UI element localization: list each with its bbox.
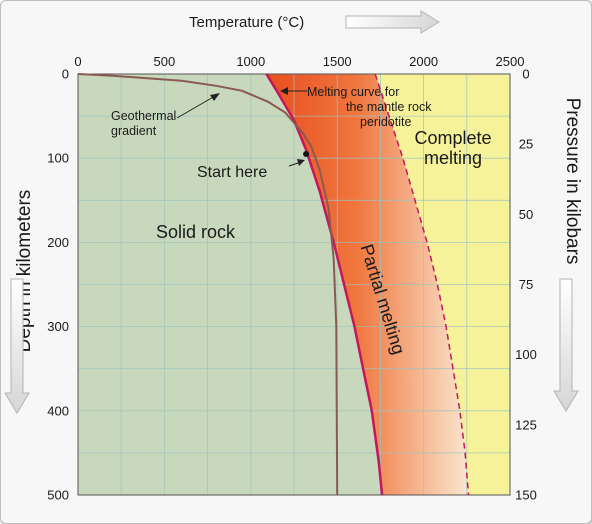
melting-curve-label: Melting curve for the mantle rock peridoti… xyxy=(307,85,432,129)
pressure-tick-label: 0 xyxy=(522,67,529,82)
geothermal-annotation: Geothermal gradient xyxy=(111,93,220,138)
depth-tick-label: 500 xyxy=(47,488,69,503)
x-axis-title: Temperature (°C) xyxy=(189,14,304,31)
right-axis-title: Pressure in kilobars xyxy=(562,98,583,265)
pressure-tick-label: 100 xyxy=(515,347,537,362)
pressure-arrow-icon xyxy=(553,278,579,412)
start-point xyxy=(303,150,310,157)
pressure-tick-label: 75 xyxy=(519,277,533,292)
geothermal-label: Geothermal gradient xyxy=(111,109,176,138)
pressure-tick-label: 25 xyxy=(519,137,533,152)
series-layer xyxy=(77,73,470,496)
solid-rock-label: Solid rock xyxy=(156,222,236,242)
complete-melting-label-line1: Complete melting xyxy=(414,128,491,168)
x-tick-label: 1000 xyxy=(236,54,265,69)
x-tick-label: 0 xyxy=(74,54,81,69)
pressure-tick-label: 125 xyxy=(515,417,537,432)
geothermal-gradient-line xyxy=(77,73,339,496)
start-here-label: Start here xyxy=(197,164,267,181)
x-tick-label: 500 xyxy=(154,54,176,69)
depth-tick-label: 200 xyxy=(47,235,69,250)
temperature-arrow-icon xyxy=(345,10,440,34)
x-tick-label: 2500 xyxy=(496,54,525,69)
depth-tick-label: 400 xyxy=(47,403,69,418)
plot-border xyxy=(77,73,511,496)
complete-melting-boundary-line xyxy=(374,73,470,496)
pressure-tick-label: 150 xyxy=(515,488,537,503)
melting-curve-annotation: Melting curve for the mantle rock peridoti… xyxy=(280,85,432,129)
depth-tick-label: 300 xyxy=(47,319,69,334)
start-annotation: Start here xyxy=(197,150,310,181)
pressure-tick-label: 50 xyxy=(519,207,533,222)
grid-lines xyxy=(78,74,510,495)
tick-layer: 0 500 1000 1500 2000 250001002003004005000255… xyxy=(47,54,537,503)
depth-arrow-icon xyxy=(4,278,30,414)
x-tick-label: 1500 xyxy=(323,54,352,69)
x-tick-label: 2000 xyxy=(409,54,438,69)
depth-tick-label: 100 xyxy=(47,151,69,166)
depth-tick-label: 0 xyxy=(62,67,69,82)
melting-curve-line xyxy=(265,73,384,496)
